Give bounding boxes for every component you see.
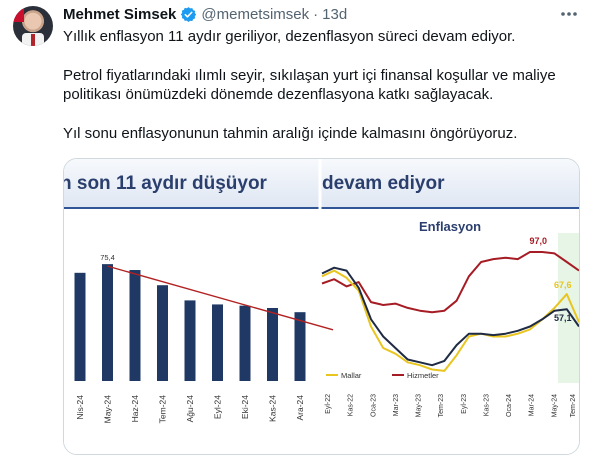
series-data-label: 97,0 <box>530 236 548 246</box>
x-tick-label: May-24 <box>103 395 113 424</box>
legend-label: Mallar <box>341 371 362 380</box>
legend-label: Hizmetler <box>407 371 439 380</box>
series-line <box>321 269 579 372</box>
more-options-button[interactable] <box>559 6 579 22</box>
tweet-text: Yıllık enflasyon 11 aydır geriliyor, dez… <box>63 27 573 143</box>
bar <box>74 272 86 381</box>
x-tick-label: Tem-24 <box>158 395 168 424</box>
tweet-timestamp[interactable]: 13d <box>322 5 348 23</box>
banner-divider <box>64 207 579 209</box>
verified-badge-icon <box>181 6 197 22</box>
bar <box>267 307 278 381</box>
tweet-paragraph: Yıl sonu enflasyonunun tahmin aralığı iç… <box>63 124 518 142</box>
bar <box>157 285 168 381</box>
x-tick-label: Tem-23 <box>438 394 445 417</box>
bar <box>129 270 141 381</box>
chart-background <box>64 209 579 454</box>
chart-canvas: n son 11 aydır düşüyor devam ediyor Nis-… <box>64 159 579 454</box>
x-tick-label: Eyl-22 <box>325 394 332 414</box>
tweet-paragraph: Petrol fiyatlarındaki ılımlı seyir, sıkı… <box>63 66 556 104</box>
x-tick-label: Eyl-23 <box>461 394 468 414</box>
line-chart-subtitle: Enflasyon <box>419 219 481 234</box>
x-tick-label: Eyl-24 <box>213 395 223 419</box>
series-line <box>321 251 579 314</box>
left-chart-title: n son 11 aydır düşüyor <box>64 173 268 194</box>
x-tick-label: Nis-24 <box>75 395 85 420</box>
x-tick-label: Kas-23 <box>483 394 490 416</box>
line-chart: Enflasyon 97,0 67,6 57,1 Mallar Hizmetler Eyl-… <box>321 219 579 417</box>
author-avatar[interactable] <box>13 6 53 46</box>
trend-line <box>107 265 334 331</box>
x-tick-label: Tem-24 <box>570 394 577 417</box>
bar <box>212 304 223 381</box>
bar <box>184 300 196 381</box>
author-handle[interactable]: @memetsimsek <box>201 5 310 23</box>
more-horizontal-icon <box>561 12 577 16</box>
header-separator: · <box>313 5 319 23</box>
flag-icon <box>13 6 24 22</box>
x-tick-label: Mar-24 <box>529 394 536 416</box>
bar <box>239 305 251 381</box>
series-data-label: 57,1 <box>554 313 572 323</box>
x-tick-label: Eki-24 <box>240 395 250 419</box>
bar-data-label: 75,4 <box>100 253 115 262</box>
x-tick-label: May-23 <box>416 394 423 417</box>
x-tick-label: Ağu-24 <box>185 395 195 423</box>
x-tick-label: May-24 <box>551 394 558 417</box>
series-line <box>321 266 579 367</box>
bar <box>294 312 306 381</box>
author-name[interactable]: Mehmet Simsek <box>63 5 177 23</box>
series-data-label: 67,6 <box>554 280 572 290</box>
x-tick-label: Ara-24 <box>295 395 305 421</box>
x-tick-label: Oca-23 <box>370 394 377 417</box>
x-tick-label: Oca-24 <box>506 394 513 417</box>
tweet-media-image[interactable]: n son 11 aydır düşüyor devam ediyor Nis-… <box>63 158 580 455</box>
bar-chart: Nis-24 May-24 Haz-24 Tem-24 Ağu-24 Eyl-24 Eki-… <box>74 253 334 424</box>
x-tick-label: Mar-23 <box>393 394 400 416</box>
bar <box>102 264 113 381</box>
x-tick-label: Haz-24 <box>130 395 140 423</box>
tweet-header: Mehmet Simsek @memetsimsek · 13d <box>63 5 347 23</box>
x-tick-label: Kas-24 <box>268 395 278 422</box>
forecast-highlight <box>558 233 579 383</box>
x-tick-label: Kas-22 <box>348 394 355 416</box>
tweet-paragraph: Yıllık enflasyon 11 aydır geriliyor, dez… <box>63 28 516 45</box>
tie-icon <box>31 34 35 46</box>
right-chart-title: devam ediyor <box>322 173 445 194</box>
